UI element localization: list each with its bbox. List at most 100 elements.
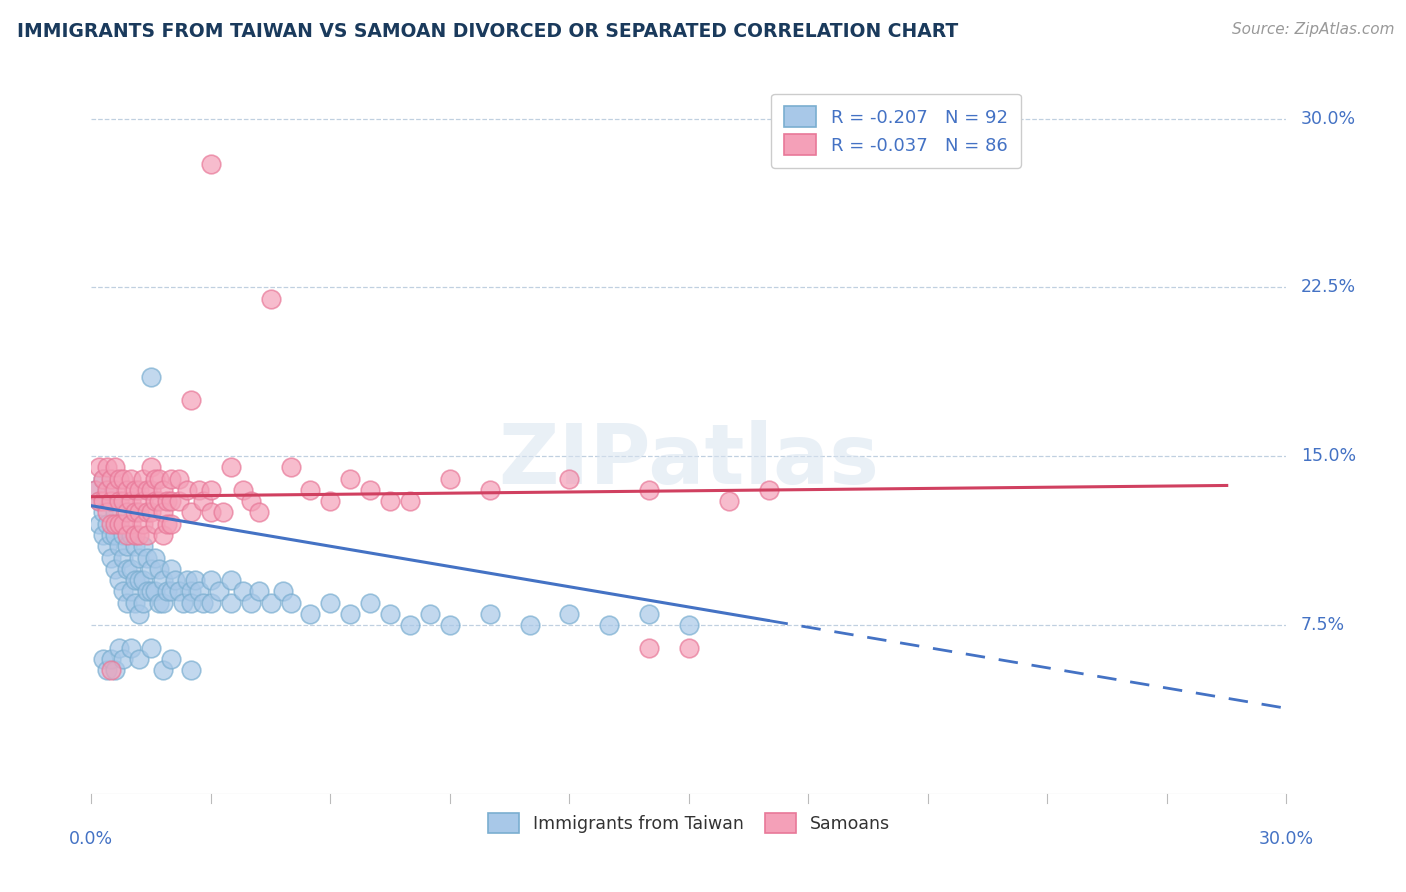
Point [478, 607, 501, 621]
Point [112, 550, 135, 565]
Point [180, 506, 202, 520]
Point [96, 516, 118, 531]
Point [93, 528, 115, 542]
Point [93, 506, 115, 520]
Point [100, 550, 122, 565]
Point [100, 652, 122, 666]
Point [160, 652, 183, 666]
Point [132, 573, 155, 587]
Point [128, 573, 150, 587]
Point [141, 584, 162, 599]
Point [93, 494, 115, 508]
Point [136, 550, 159, 565]
Point [439, 472, 461, 486]
Point [141, 506, 162, 520]
Point [115, 562, 138, 576]
Point [219, 573, 242, 587]
Point [191, 595, 214, 609]
Point [299, 483, 322, 497]
Point [115, 483, 138, 497]
Point [112, 528, 135, 542]
Point [143, 472, 166, 486]
Point [152, 573, 174, 587]
Point [558, 472, 581, 486]
Point [558, 607, 581, 621]
Point [717, 494, 740, 508]
Point [136, 506, 159, 520]
Point [124, 539, 146, 553]
Point [180, 595, 202, 609]
Point [219, 460, 242, 475]
Point [143, 550, 166, 565]
Point [200, 595, 222, 609]
Point [115, 595, 138, 609]
Point [200, 573, 222, 587]
Point [156, 516, 179, 531]
Point [239, 595, 262, 609]
Point [108, 573, 131, 587]
Point [141, 640, 162, 655]
Point [128, 528, 150, 542]
Point [115, 528, 138, 542]
Point [136, 483, 159, 497]
Point [96, 483, 118, 497]
Point [439, 618, 461, 632]
Point [100, 494, 122, 508]
Point [141, 562, 162, 576]
Point [598, 618, 620, 632]
Point [128, 483, 150, 497]
Point [176, 483, 198, 497]
Point [132, 472, 155, 486]
Point [124, 528, 146, 542]
Point [399, 494, 422, 508]
Point [160, 584, 183, 599]
Point [148, 472, 170, 486]
Point [160, 562, 183, 576]
Point [319, 595, 342, 609]
Point [132, 494, 155, 508]
Point [259, 292, 281, 306]
Point [188, 584, 211, 599]
Point [141, 483, 162, 497]
Point [156, 584, 179, 599]
Point [378, 494, 402, 508]
Point [678, 618, 700, 632]
Point [96, 539, 118, 553]
Point [120, 584, 142, 599]
Point [638, 607, 661, 621]
Text: 30.0%: 30.0% [1258, 830, 1315, 848]
Point [152, 595, 174, 609]
Point [184, 573, 207, 587]
Point [247, 584, 270, 599]
Point [160, 516, 183, 531]
Point [148, 494, 170, 508]
Point [104, 562, 127, 576]
Point [638, 483, 661, 497]
Point [143, 584, 166, 599]
Point [359, 483, 381, 497]
Point [176, 573, 198, 587]
Point [200, 156, 222, 170]
Point [143, 494, 166, 508]
Point [136, 584, 159, 599]
Point [399, 618, 422, 632]
Point [96, 663, 118, 677]
Point [89, 494, 111, 508]
Point [211, 506, 233, 520]
Point [104, 483, 127, 497]
Point [96, 460, 118, 475]
Point [108, 472, 131, 486]
Point [200, 506, 222, 520]
Point [84, 483, 107, 497]
Point [128, 607, 150, 621]
Text: 30.0%: 30.0% [1301, 110, 1355, 128]
Text: Source: ZipAtlas.com: Source: ZipAtlas.com [1232, 22, 1395, 37]
Point [280, 595, 302, 609]
Point [758, 483, 780, 497]
Point [280, 460, 302, 475]
Point [160, 494, 183, 508]
Point [180, 584, 202, 599]
Point [112, 652, 135, 666]
Point [180, 392, 202, 407]
Point [259, 595, 281, 609]
